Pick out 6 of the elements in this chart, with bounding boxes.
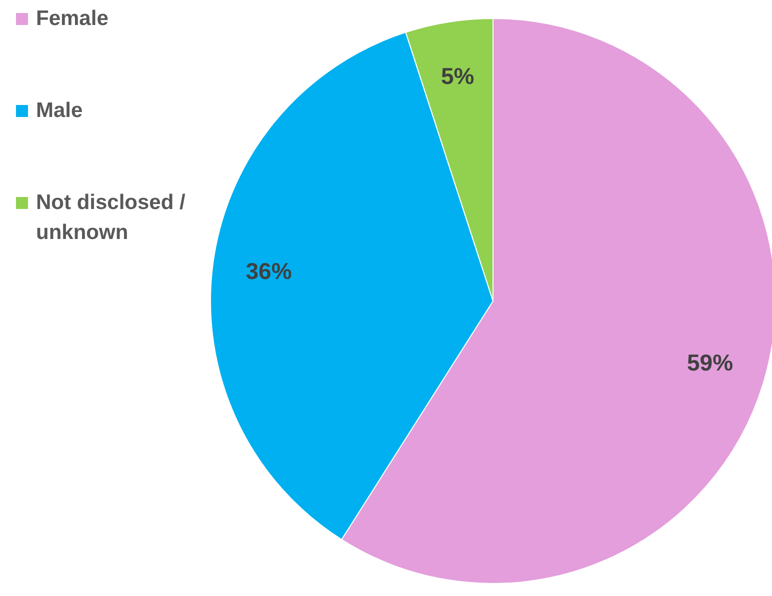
legend-label: Female: [36, 6, 108, 32]
legend-label: Male: [36, 98, 83, 124]
legend-label: Not disclosed / unknown: [36, 190, 186, 246]
data-label: 5%: [441, 63, 474, 90]
data-label: 59%: [687, 349, 734, 376]
data-label: 36%: [246, 258, 292, 284]
